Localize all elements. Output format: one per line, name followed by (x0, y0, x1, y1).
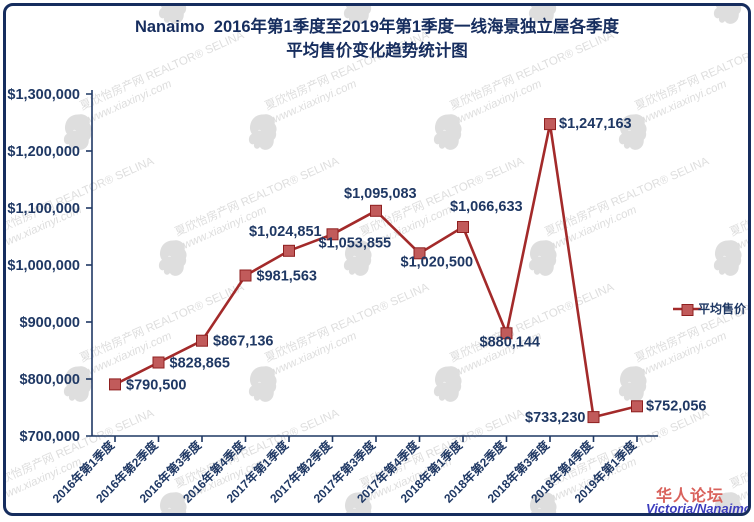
svg-text:$1,100,000: $1,100,000 (7, 201, 80, 217)
svg-text:$880,144: $880,144 (480, 334, 540, 350)
svg-text:$828,865: $828,865 (170, 356, 230, 372)
svg-text:Victoria/Nanaimo: Victoria/Nanaimo (646, 501, 751, 516)
svg-text:夏欣怡房产网 REALTOR® SELINA: 夏欣怡房产网 REALTOR® SELINA (78, 279, 247, 364)
svg-text:夏欣怡房产网 REALTOR® SELINA: 夏欣怡房产网 REALTOR® SELINA (543, 153, 712, 238)
svg-text:$1,000,000: $1,000,000 (7, 258, 80, 274)
svg-text:夏欣怡房产网 REALTOR® SELINA: 夏欣怡房产网 REALTOR® SELINA (728, 153, 751, 238)
svg-text:$752,056: $752,056 (646, 398, 706, 414)
svg-text:$700,000: $700,000 (20, 429, 80, 445)
svg-text:$1,053,855: $1,053,855 (319, 235, 392, 251)
svg-text:$790,500: $790,500 (126, 377, 186, 393)
svg-text:$1,066,633: $1,066,633 (450, 199, 523, 215)
svg-text:$1,020,500: $1,020,500 (401, 254, 474, 270)
svg-text:$1,200,000: $1,200,000 (7, 144, 80, 160)
svg-text:夏欣怡房产网 REALTOR® SELINA: 夏欣怡房产网 REALTOR® SELINA (448, 279, 617, 364)
svg-text:$981,563: $981,563 (257, 269, 317, 285)
svg-text:$1,247,163: $1,247,163 (559, 116, 632, 132)
svg-text:$733,230: $733,230 (525, 410, 585, 426)
svg-text:$900,000: $900,000 (20, 315, 80, 331)
svg-text:$1,300,000: $1,300,000 (7, 87, 80, 103)
svg-text:$1,024,851: $1,024,851 (249, 224, 322, 240)
svg-text:平均售价: 平均售价 (698, 301, 747, 316)
svg-text:$800,000: $800,000 (20, 372, 80, 388)
svg-text:$1,095,083: $1,095,083 (344, 186, 417, 202)
svg-text:夏欣怡房产网 REALTOR® SELINA: 夏欣怡房产网 REALTOR® SELINA (728, 405, 751, 490)
svg-text:$867,136: $867,136 (213, 334, 273, 350)
svg-text:夏欣怡房产网 REALTOR® SELINA: 夏欣怡房产网 REALTOR® SELINA (263, 279, 432, 364)
